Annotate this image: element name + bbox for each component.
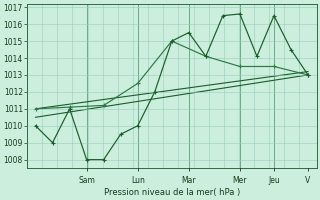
X-axis label: Pression niveau de la mer( hPa ): Pression niveau de la mer( hPa ) — [104, 188, 240, 197]
